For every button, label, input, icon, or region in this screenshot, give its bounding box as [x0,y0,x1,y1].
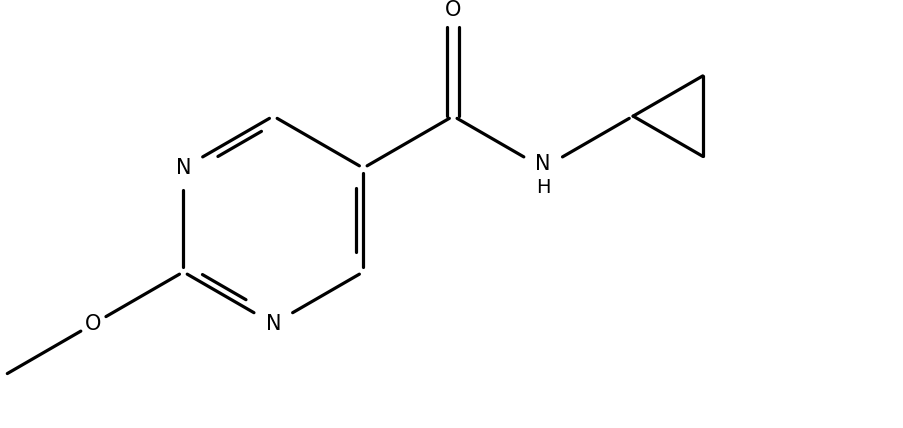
Text: N: N [265,314,281,334]
Text: N: N [535,154,550,174]
Text: H: H [535,178,550,196]
Text: O: O [85,314,101,334]
Text: O: O [444,0,461,20]
Text: N: N [175,158,191,178]
